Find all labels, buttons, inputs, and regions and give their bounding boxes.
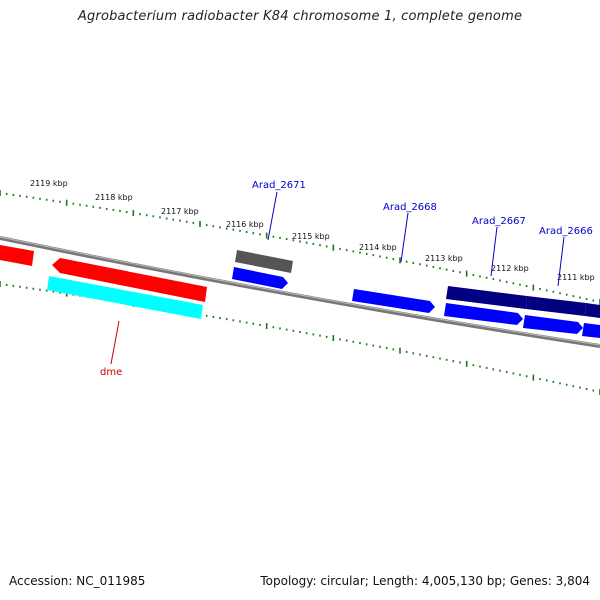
gene-feature-red-left[interactable] [0,245,34,266]
chromosome-backbone-highlight [0,236,600,346]
kbp-label: 2117 kbp [161,207,199,216]
map-title: Agrobacterium radiobacter K84 chromosome… [77,9,523,24]
leader-line-arad2666 [557,236,565,287]
kbp-label: 2116 kbp [226,220,264,229]
kbp-label: 2111 kbp [557,273,595,282]
gene-label-arad2667[interactable]: Arad_2667 [472,216,526,227]
gene-label-arad2666[interactable]: Arad_2666 [539,226,593,237]
gene-feature-blue-arad2671[interactable] [232,267,288,289]
gene-feature-navy-arad2667[interactable] [446,286,527,309]
accession-text: Accession: NC_011985 [9,574,146,588]
gene-feature-cyan-dme[interactable] [47,276,203,319]
leader-line-dme [110,320,120,365]
kbp-label: 2112 kbp [491,264,529,273]
gene-label-arad2668[interactable]: Arad_2668 [383,202,437,213]
gene-label-dme[interactable]: dme [100,367,122,378]
chromosome-backbone [0,236,600,348]
leader-line-arad2668 [400,212,409,263]
topology-text: Topology: circular; Length: 4,005,130 bp… [260,574,590,588]
gene-feature-blue-arad2668[interactable] [352,289,435,313]
gene-feature-blue-arad2667[interactable] [444,303,523,325]
leader-line-arad2671 [267,191,278,241]
gene-feature-navy-right[interactable] [585,303,600,318]
kbp-label: 2114 kbp [359,243,397,252]
kbp-label: 2115 kbp [292,232,330,241]
leader-line-arad2667 [490,226,498,277]
kbp-label: 2113 kbp [425,254,463,263]
kbp-label: 2119 kbp [30,179,68,188]
gene-feature-gray-arad2671[interactable] [235,250,293,273]
kbp-label: 2118 kbp [95,193,133,202]
gene-feature-red-dme-upstream[interactable] [52,258,207,302]
gene-feature-navy-arad2666[interactable] [526,296,586,316]
gene-label-arad2671[interactable]: Arad_2671 [252,180,306,191]
gene-feature-blue-arad2666[interactable] [523,315,583,334]
kbp-ticks-outer [0,190,600,305]
gene-feature-blue-right[interactable] [582,323,600,338]
